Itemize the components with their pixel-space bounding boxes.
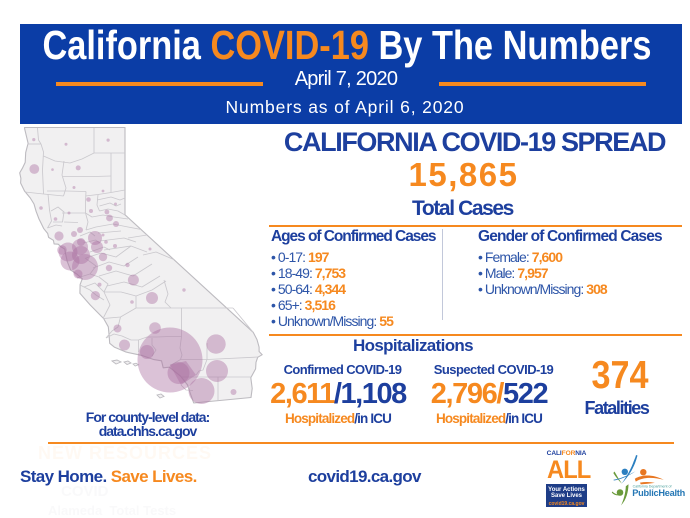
svg-text:California Department of: California Department of (633, 485, 672, 489)
svg-text:PublicHealth: PublicHealth (632, 488, 685, 498)
